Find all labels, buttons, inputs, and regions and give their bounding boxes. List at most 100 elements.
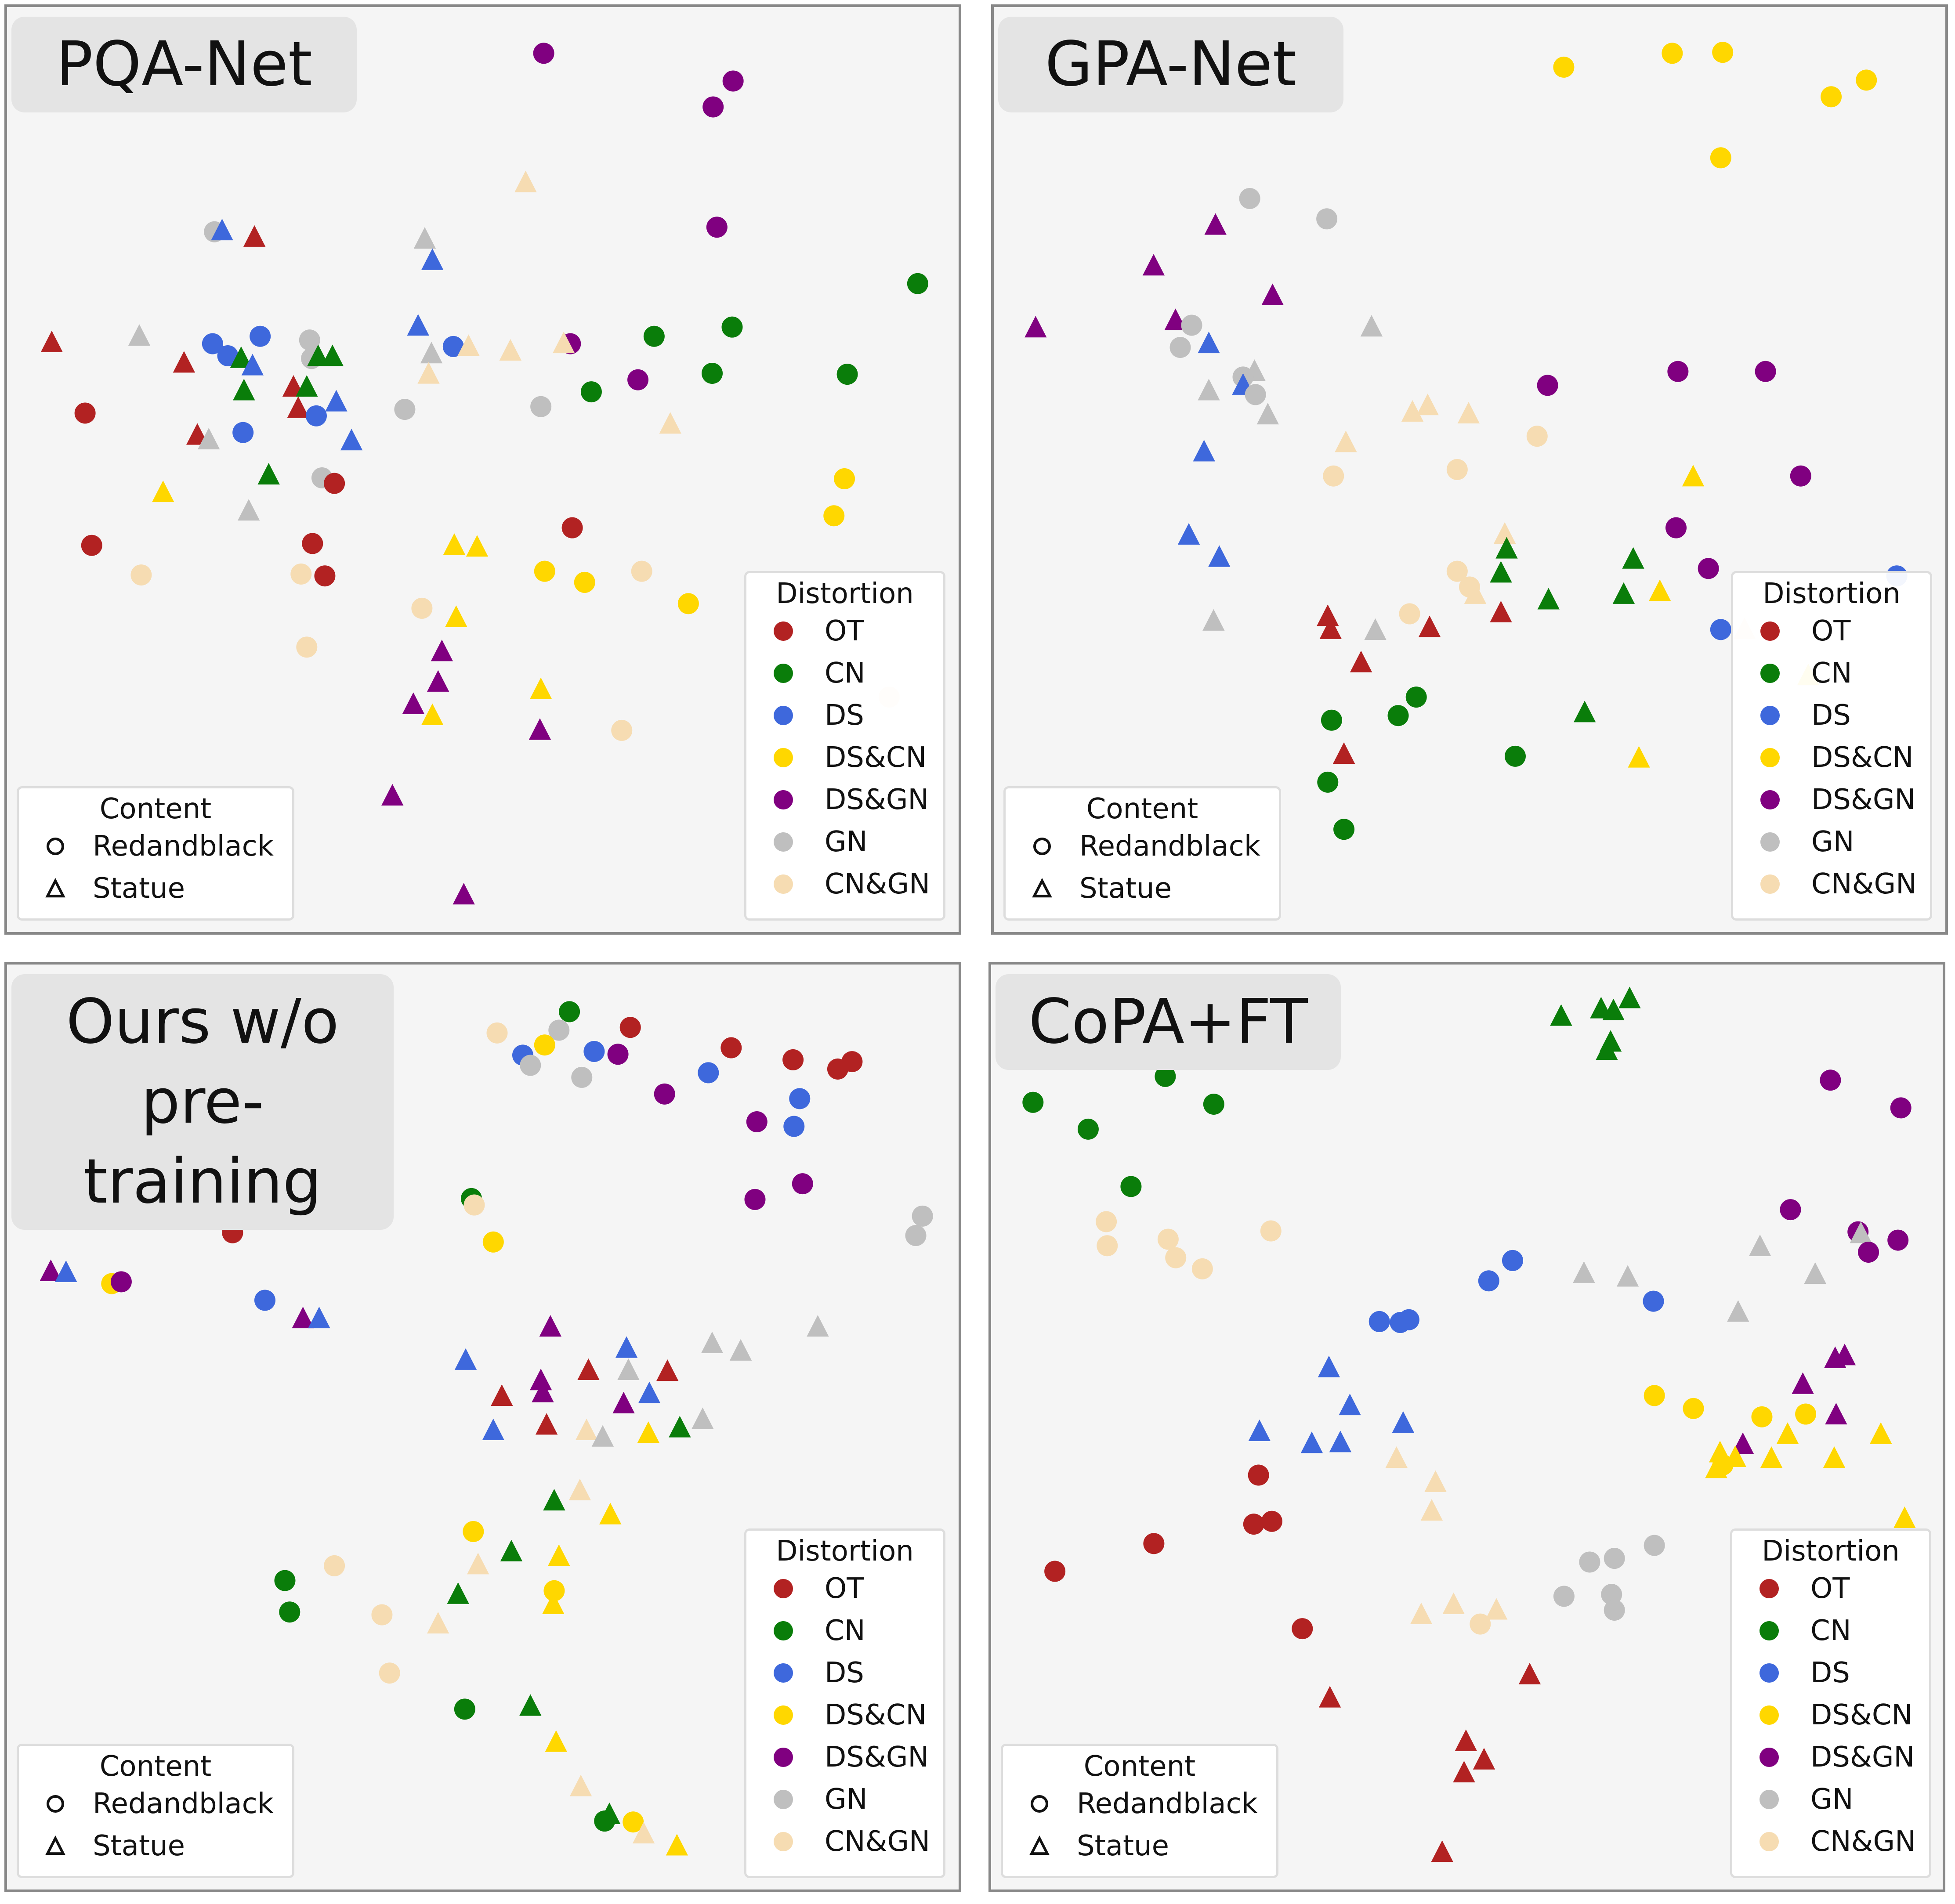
point-cn-triangle <box>1612 582 1635 604</box>
legend-item-ds: DS <box>1733 694 1930 737</box>
point-ds-gn-triangle <box>1731 1432 1754 1454</box>
legend-swatch <box>774 1663 793 1683</box>
content-legend: Content Redandblack Statue <box>17 1744 294 1878</box>
point-cn-triangle <box>257 463 280 485</box>
legend-item-ds-cn: DS&CN <box>1733 737 1930 779</box>
point-cn-circle <box>1321 709 1342 731</box>
legend-marker <box>1760 1790 1779 1809</box>
point-ot-circle <box>841 1051 863 1073</box>
point-ds-cn-triangle <box>443 533 466 555</box>
point-cn-triangle <box>1573 701 1596 723</box>
point-ds-cn-circle <box>1644 1385 1665 1406</box>
point-ds-circle <box>1643 1290 1664 1312</box>
panel-pqa-net: PQA-Net Content Redandblack Statue Distort… <box>4 4 961 935</box>
legend-marker <box>1760 1705 1779 1725</box>
point-ds-cn-circle <box>543 1580 565 1601</box>
point-gn-triangle <box>1616 1265 1639 1287</box>
point-ot-triangle <box>535 1413 558 1435</box>
point-cn-gn-circle <box>324 1555 345 1576</box>
legend-label: DS <box>825 699 864 732</box>
point-ot-triangle <box>1453 1761 1475 1783</box>
legend-swatch <box>774 621 793 641</box>
legend-label: CN <box>825 657 865 690</box>
point-ot-triangle <box>491 1384 513 1406</box>
point-ds-cn-triangle <box>666 1834 688 1856</box>
point-cn-circle <box>559 1001 580 1022</box>
point-gn-triangle <box>1749 1234 1771 1256</box>
legend-title: Distortion <box>1762 1535 1900 1568</box>
legend-swatch <box>774 874 793 894</box>
point-ot-triangle <box>40 330 63 353</box>
point-ds-circle <box>442 336 464 357</box>
point-cn-gn-triangle <box>575 1418 598 1440</box>
point-cn-gn-circle <box>411 597 433 619</box>
point-ds-cn-circle <box>482 1231 504 1253</box>
legend-swatch <box>1760 1832 1779 1851</box>
point-ds-triangle <box>1339 1393 1361 1416</box>
legend-label: OT <box>825 615 864 647</box>
point-cn-triangle <box>307 344 329 366</box>
point-ds-cn-circle <box>463 1521 484 1542</box>
legend-label: Statue <box>93 872 185 905</box>
point-cn-circle <box>1077 1118 1099 1140</box>
point-ds-circle <box>1502 1250 1523 1271</box>
point-cn-triangle <box>1618 986 1641 1008</box>
point-ds-gn-circle <box>722 70 744 92</box>
point-cn-triangle <box>519 1694 542 1716</box>
legend-label: DS&CN <box>825 741 927 774</box>
triangle-icon <box>45 878 65 898</box>
point-cn-gn-circle <box>1260 1220 1282 1242</box>
point-ot-triangle <box>173 351 196 373</box>
panel-title: PQA-Net <box>11 17 357 112</box>
point-ds-cn-triangle <box>421 703 444 725</box>
legend-marker <box>774 1579 793 1598</box>
point-cn-gn-triangle <box>568 1478 591 1500</box>
point-cn-gn-triangle <box>427 1611 449 1634</box>
legend-swatch <box>774 706 793 725</box>
point-cn-triangle <box>1622 547 1644 569</box>
point-ds-circle <box>1368 1311 1390 1332</box>
legend-swatch <box>1760 621 1780 641</box>
point-ds-gn-triangle <box>612 1391 635 1413</box>
point-ds-triangle <box>308 1306 330 1329</box>
point-ds-gn-circle <box>1887 1229 1909 1251</box>
point-cn-triangle <box>1537 588 1560 610</box>
point-cn-circle <box>1504 745 1526 767</box>
point-gn-circle <box>1604 1599 1625 1621</box>
legend-item-cn-gn: CN&GN <box>1732 1821 1929 1863</box>
legend-marker <box>774 1790 793 1809</box>
point-ds-cn-triangle <box>542 1592 565 1614</box>
point-ds-gn-circle <box>746 1111 768 1133</box>
point-gn-circle <box>1579 1551 1600 1573</box>
point-gn-triangle <box>128 324 151 346</box>
point-ds-cn-circle <box>1683 1398 1704 1419</box>
legend-label: CN <box>825 1615 865 1647</box>
scatter-plot <box>1022 986 1916 1862</box>
point-cn-gn-triangle <box>1485 1598 1508 1620</box>
legend-swatch <box>774 1579 793 1598</box>
point-ds-circle <box>1478 1270 1499 1292</box>
legend-swatch <box>1760 748 1780 767</box>
point-ot-triangle <box>1431 1840 1453 1862</box>
point-cn-gn-triangle <box>499 339 522 361</box>
point-cn-triangle <box>321 344 344 366</box>
point-cn-circle <box>702 362 723 384</box>
legend-item-ot: OT <box>1733 610 1930 652</box>
point-ds-gn-circle <box>1890 1097 1912 1119</box>
point-ot-triangle <box>1319 617 1342 639</box>
point-cn-gn-triangle <box>1424 1470 1447 1492</box>
point-ds-cn-triangle <box>1776 1422 1799 1444</box>
legend-marker <box>1760 790 1780 809</box>
point-ot-triangle <box>1490 600 1512 622</box>
point-ds-triangle <box>421 248 444 270</box>
legend-label: DS <box>1810 1657 1850 1689</box>
point-ds-cn-triangle <box>1682 465 1705 487</box>
point-ds-gn-triangle <box>431 639 453 661</box>
point-ds-cn-circle <box>1821 86 1842 108</box>
point-ot-circle <box>619 1017 641 1038</box>
point-ot-circle <box>302 533 323 554</box>
point-gn-triangle <box>807 1315 829 1337</box>
point-ds-triangle <box>340 429 363 451</box>
point-cn-gn-circle <box>463 1194 485 1216</box>
point-ds-cn-circle <box>1710 147 1731 169</box>
